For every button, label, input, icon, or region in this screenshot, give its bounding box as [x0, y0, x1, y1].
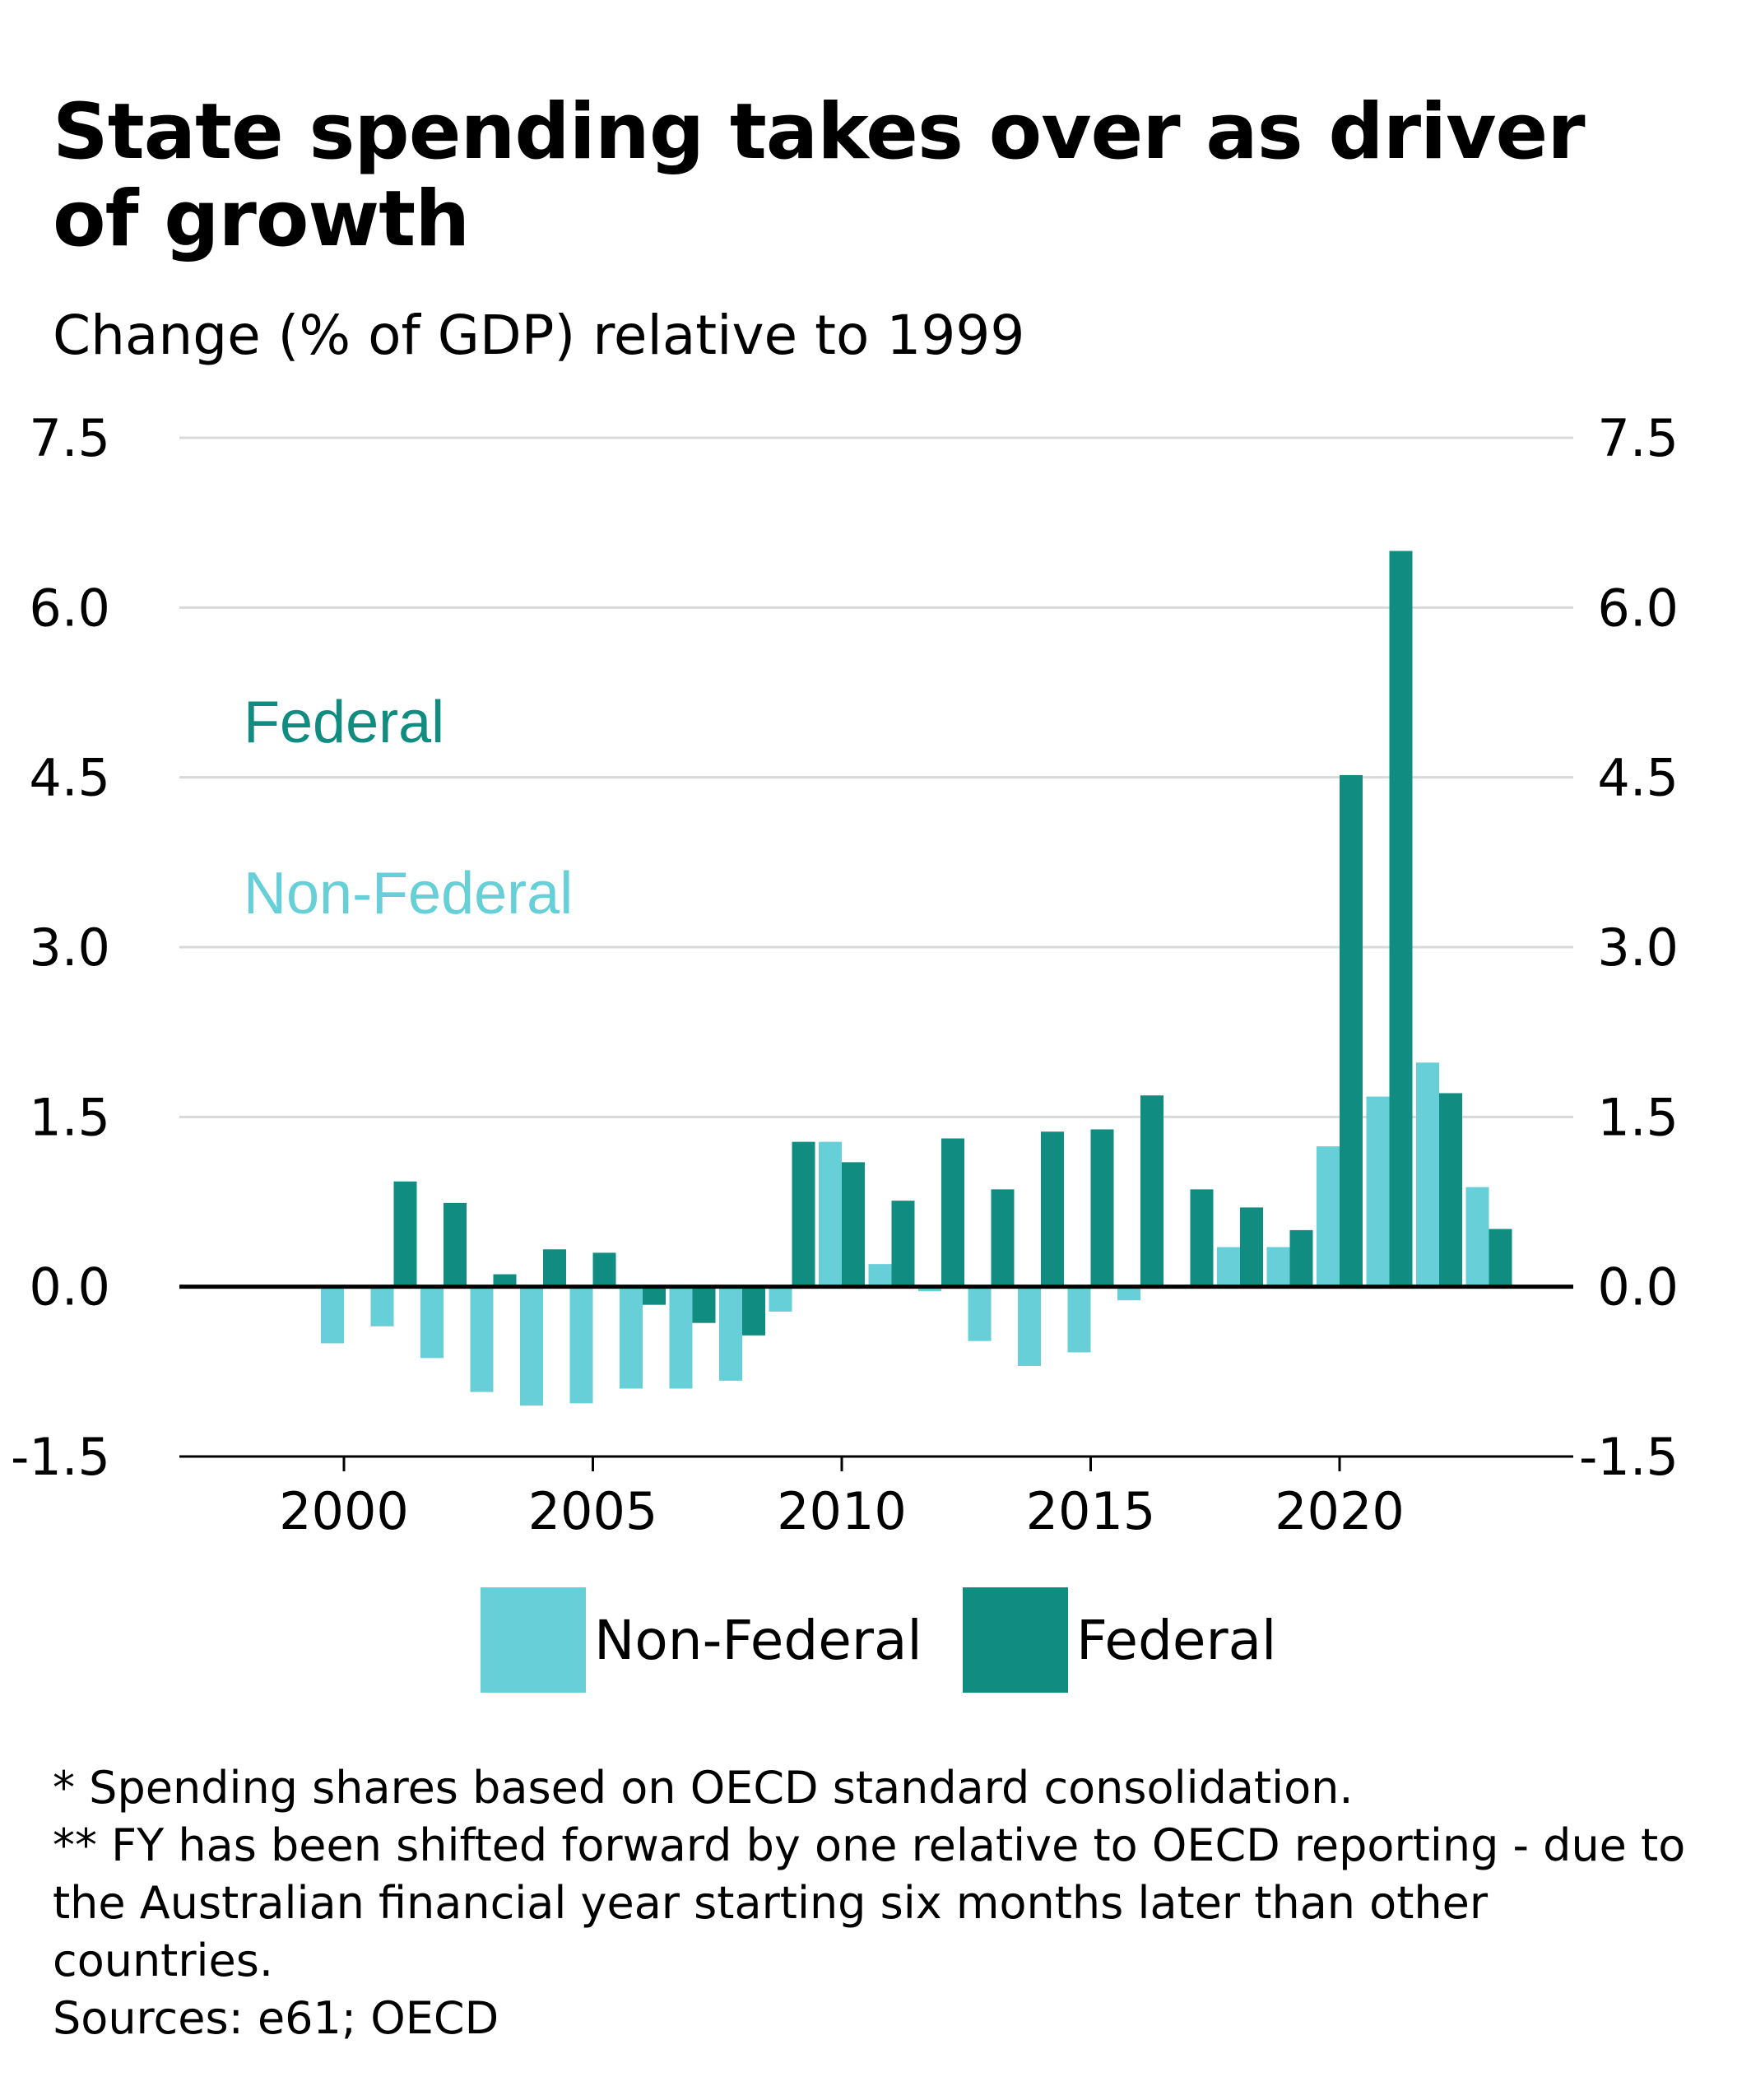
bar-federal — [742, 1286, 765, 1336]
bar-federal — [792, 1141, 815, 1287]
bar-federal — [1439, 1093, 1462, 1287]
bar-federal — [1090, 1129, 1114, 1287]
y-tick-label-right: 4.5 — [1597, 748, 1679, 808]
legend-swatch-non-federal — [481, 1587, 586, 1693]
bar-federal — [543, 1249, 566, 1287]
x-tick-label: 2000 — [279, 1481, 409, 1541]
bar-federal — [1041, 1131, 1064, 1287]
bar-federal — [493, 1274, 517, 1287]
y-tick-label-right: -1.5 — [1579, 1427, 1679, 1487]
y-tick-label-right: 7.5 — [1597, 408, 1679, 468]
bar-federal — [1489, 1229, 1512, 1287]
chart-subtitle: Change (% of GDP) relative to 1999 — [53, 304, 1025, 367]
y-tick-label-left: 7.5 — [29, 408, 110, 468]
x-tick-label: 2010 — [777, 1481, 907, 1541]
bar-non-federal — [819, 1141, 842, 1287]
y-tick-label-right: 0.0 — [1597, 1257, 1679, 1317]
annotation-federal: Federal — [244, 690, 444, 755]
bar-non-federal — [1416, 1062, 1439, 1287]
bar-non-federal — [769, 1286, 792, 1312]
x-tick-label: 2015 — [1026, 1481, 1156, 1541]
chart-title: State spending takes over as driver of g… — [53, 87, 1586, 264]
bar-non-federal — [321, 1286, 344, 1344]
legend-item-non-federal: Non-Federal — [481, 1587, 922, 1693]
y-tick-label-left: 6.0 — [29, 578, 110, 638]
y-tick-label-right: 3.0 — [1597, 918, 1679, 978]
sources-note: Sources: e61; OECD — [53, 1992, 499, 2044]
bar-non-federal — [1018, 1286, 1041, 1366]
bar-non-federal — [620, 1286, 643, 1389]
bar-federal — [1340, 774, 1363, 1287]
legend-label-federal: Federal — [1076, 1608, 1277, 1672]
bar-federal — [643, 1286, 666, 1305]
footnotes: * Spending shares based on OECD standard… — [53, 1759, 1698, 2047]
bar-non-federal — [669, 1286, 693, 1389]
bar-non-federal — [868, 1264, 892, 1287]
bar-non-federal — [1117, 1286, 1140, 1301]
bar-non-federal — [968, 1286, 992, 1341]
footnote-1: * Spending shares based on OECD standard… — [53, 1762, 1354, 1814]
bar-federal — [1140, 1095, 1163, 1287]
axes: 7.5 7.5 6.0 6.0 4.5 4.5 3.0 3.0 1.5 1.5 0.0 0.0 -1.5… — [11, 408, 1679, 1541]
legend-item-federal: Federal — [963, 1587, 1276, 1693]
bar-non-federal — [470, 1286, 494, 1392]
bar-federal — [393, 1181, 417, 1287]
bar-federal — [692, 1286, 716, 1323]
legend-label-non-federal: Non-Federal — [594, 1608, 922, 1672]
bar-federal — [941, 1138, 964, 1287]
y-tick-label-left: 4.5 — [29, 748, 110, 808]
bar-non-federal — [918, 1286, 941, 1292]
y-tick-label-left: -1.5 — [11, 1427, 110, 1487]
bar-federal — [891, 1201, 915, 1287]
bar-federal — [592, 1252, 616, 1287]
bar-non-federal — [1067, 1286, 1091, 1353]
x-tick-label: 2005 — [528, 1481, 658, 1541]
x-tick-label: 2020 — [1275, 1481, 1405, 1541]
bar-federal — [1190, 1189, 1214, 1287]
bar-non-federal — [719, 1286, 742, 1381]
bar-non-federal — [1366, 1096, 1390, 1287]
bar-non-federal — [370, 1286, 394, 1326]
bar-non-federal — [520, 1286, 543, 1406]
bar-federal — [991, 1189, 1015, 1287]
annotation-non-federal: Non-Federal — [244, 861, 573, 927]
bar-federal — [444, 1202, 467, 1287]
bar-non-federal — [1317, 1146, 1340, 1287]
bar-federal — [1240, 1207, 1263, 1287]
legend-swatch-federal — [963, 1587, 1068, 1693]
bar-non-federal — [1465, 1187, 1489, 1287]
legend: Non-Federal Federal — [0, 1587, 1751, 1693]
bars — [321, 551, 1512, 1406]
y-tick-label-right: 6.0 — [1597, 578, 1679, 638]
bar-federal — [1289, 1229, 1313, 1287]
y-tick-label-left: 1.5 — [29, 1087, 110, 1147]
bar-federal — [1389, 551, 1413, 1287]
bar-non-federal — [1266, 1247, 1290, 1287]
bar-non-federal — [569, 1286, 593, 1404]
y-tick-label-left: 3.0 — [29, 918, 110, 978]
footnote-2: ** FY has been shifted forward by one re… — [53, 1819, 1700, 1986]
bar-non-federal — [1217, 1247, 1240, 1287]
bar-non-federal — [420, 1286, 444, 1359]
y-tick-label-left: 0.0 — [29, 1257, 110, 1317]
bar-chart: 7.5 7.5 6.0 6.0 4.5 4.5 3.0 3.0 1.5 1.5 0.0 0.0 -1.5… — [11, 408, 1679, 1541]
bar-federal — [842, 1162, 865, 1287]
y-tick-label-right: 1.5 — [1597, 1087, 1679, 1147]
